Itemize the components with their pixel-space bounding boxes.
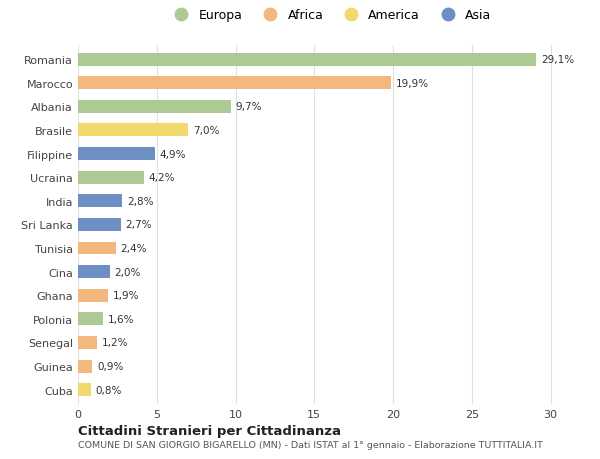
Bar: [78, 101, 231, 114]
Text: COMUNE DI SAN GIORGIO BIGARELLO (MN) - Dati ISTAT al 1° gennaio - Elaborazione T: COMUNE DI SAN GIORGIO BIGARELLO (MN) - D…: [78, 441, 543, 449]
Bar: [78, 360, 92, 373]
Bar: [78, 77, 391, 90]
Bar: [78, 242, 116, 255]
Bar: [78, 336, 97, 349]
Legend: Europa, Africa, America, Asia: Europa, Africa, America, Asia: [169, 9, 491, 22]
Bar: [78, 383, 91, 396]
Bar: [78, 218, 121, 231]
Text: 7,0%: 7,0%: [193, 126, 220, 136]
Text: 29,1%: 29,1%: [541, 55, 574, 65]
Text: 2,0%: 2,0%: [114, 267, 140, 277]
Bar: [78, 54, 536, 67]
Bar: [78, 289, 108, 302]
Bar: [78, 313, 103, 325]
Bar: [78, 266, 110, 279]
Text: 0,9%: 0,9%: [97, 361, 123, 371]
Bar: [78, 148, 155, 161]
Bar: [78, 171, 144, 184]
Bar: [78, 124, 188, 137]
Text: Cittadini Stranieri per Cittadinanza: Cittadini Stranieri per Cittadinanza: [78, 424, 341, 437]
Text: 1,9%: 1,9%: [113, 291, 139, 301]
Text: 0,8%: 0,8%: [95, 385, 122, 395]
Bar: [78, 195, 122, 208]
Text: 4,2%: 4,2%: [149, 173, 175, 183]
Text: 1,2%: 1,2%: [101, 338, 128, 347]
Text: 19,9%: 19,9%: [396, 78, 429, 89]
Text: 2,4%: 2,4%: [121, 243, 147, 253]
Text: 2,8%: 2,8%: [127, 196, 154, 207]
Text: 2,7%: 2,7%: [125, 220, 152, 230]
Text: 1,6%: 1,6%: [108, 314, 134, 324]
Text: 9,7%: 9,7%: [235, 102, 262, 112]
Text: 4,9%: 4,9%: [160, 149, 187, 159]
